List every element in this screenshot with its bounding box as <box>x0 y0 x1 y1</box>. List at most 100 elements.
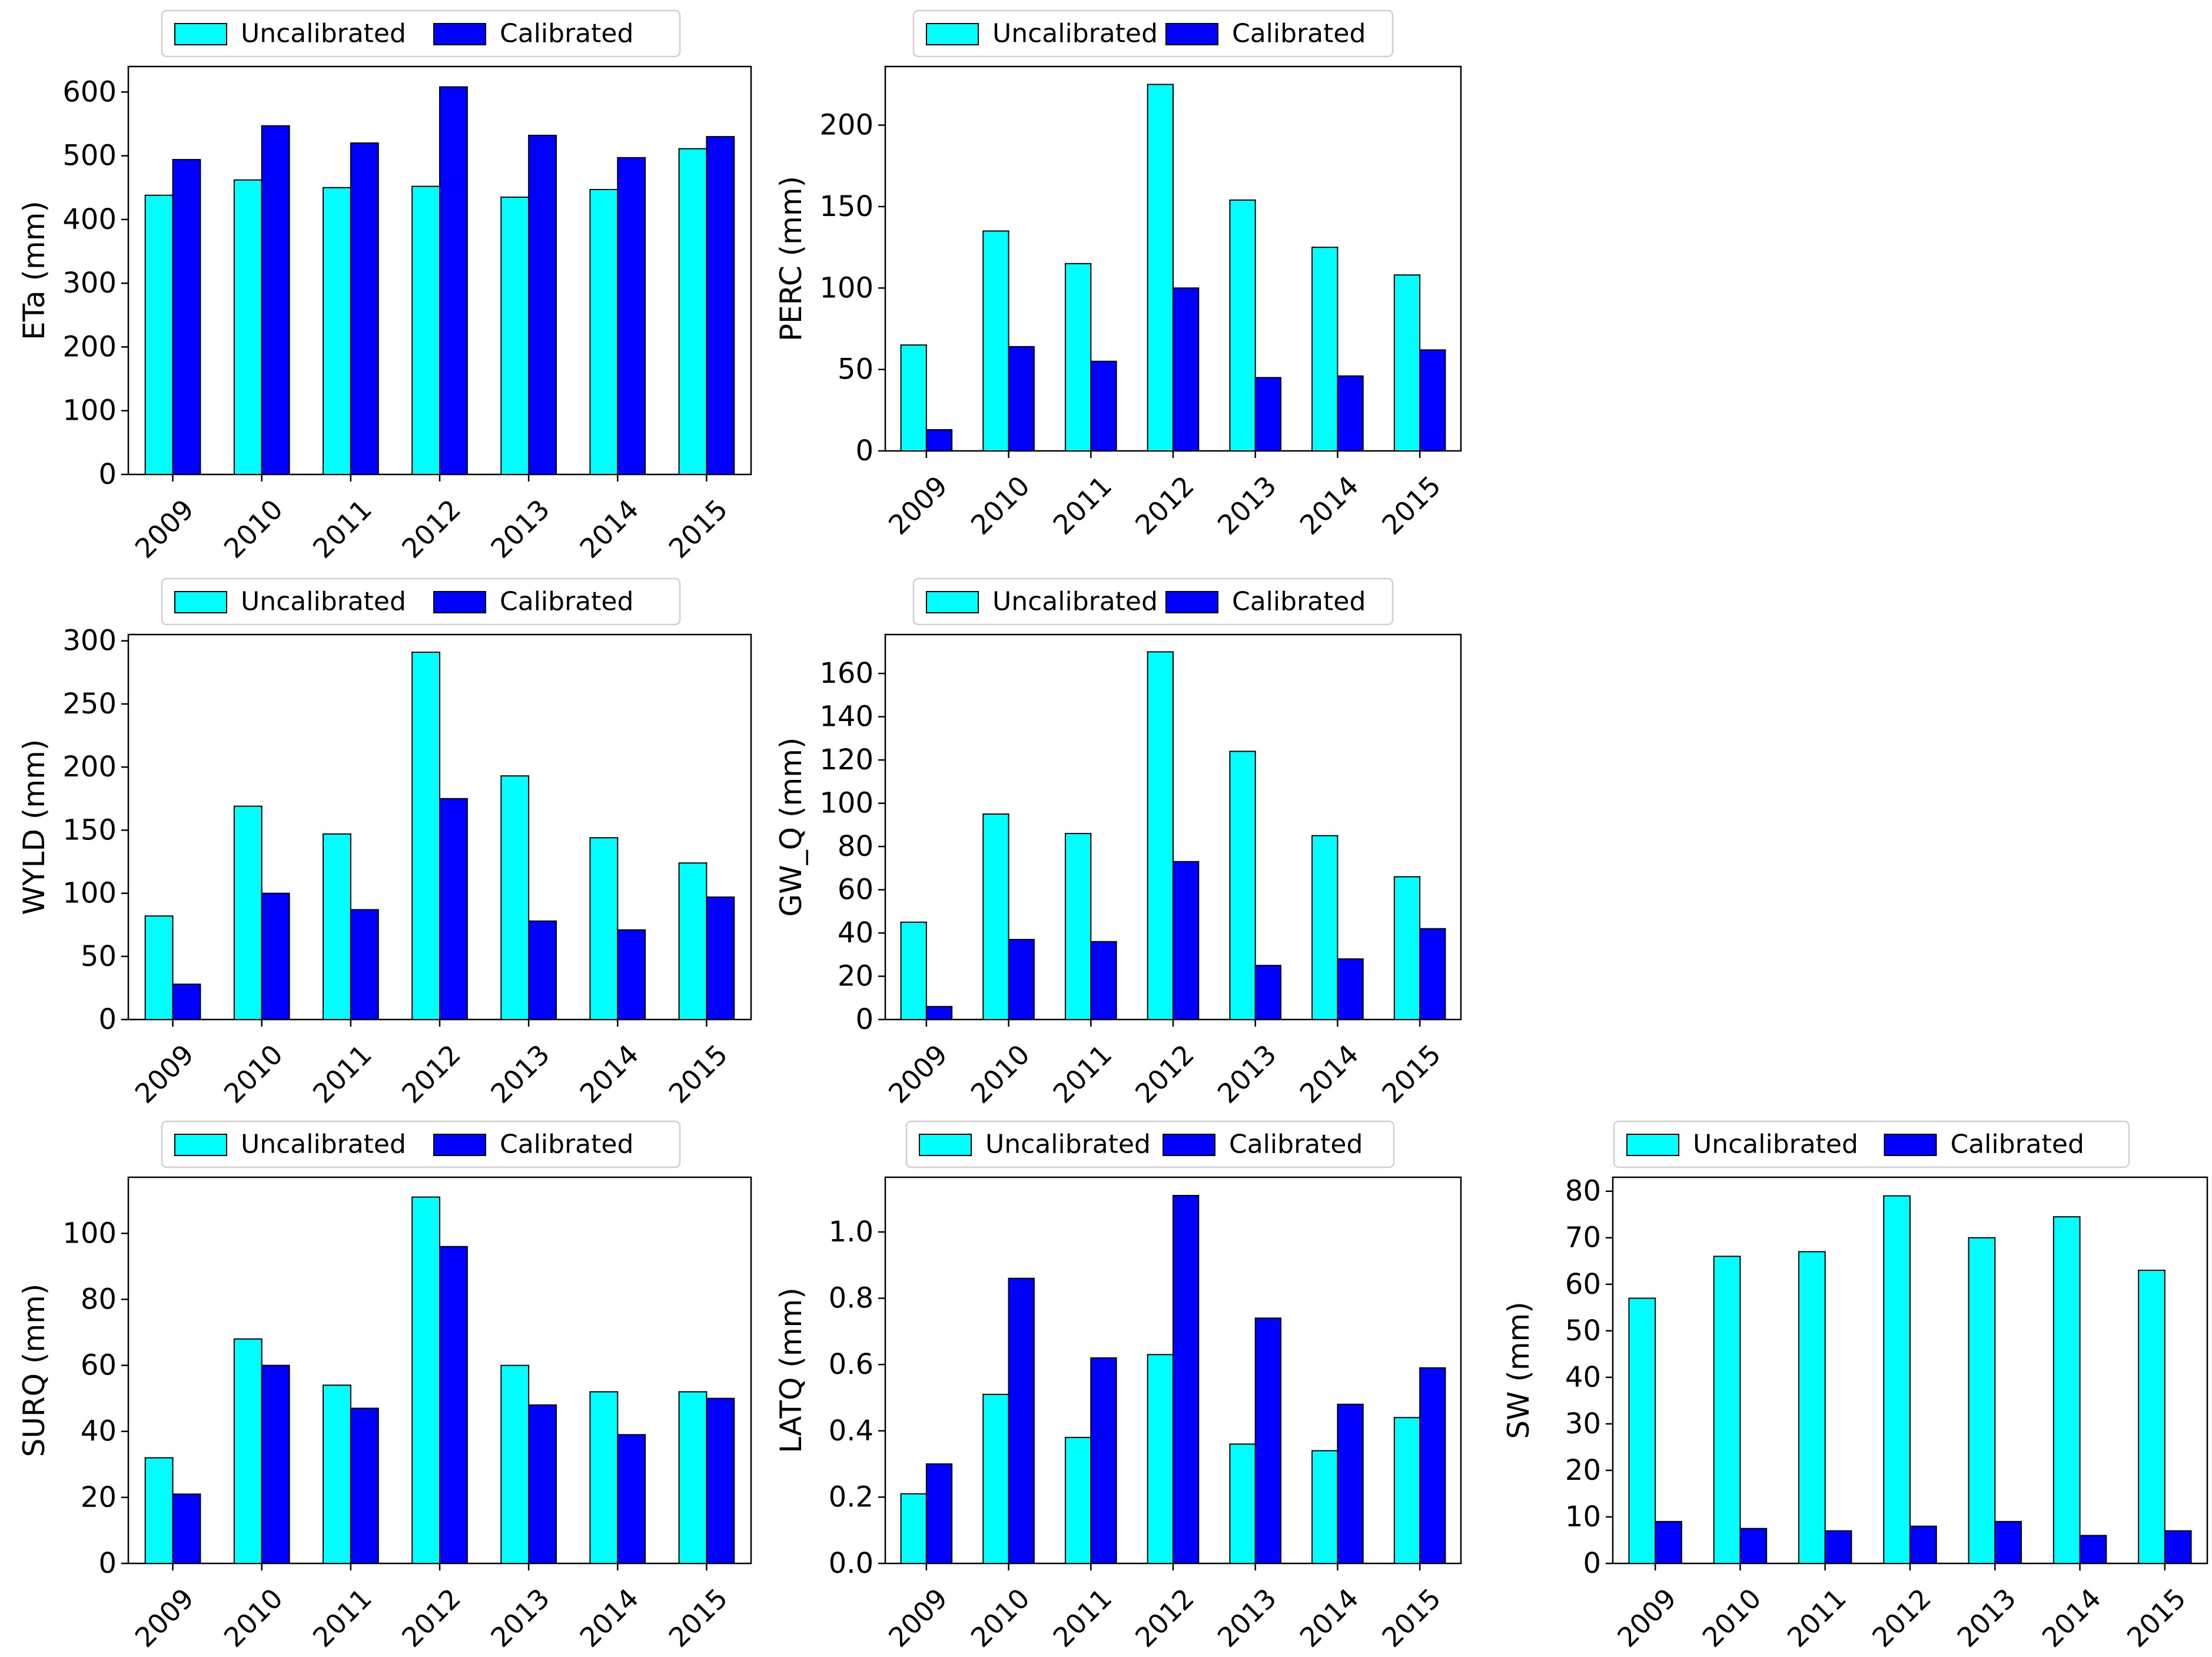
bar-uncalibrated-2012 <box>1147 651 1174 1021</box>
y-tick-label: 140 <box>819 700 873 733</box>
legend-label-uncalibrated: Uncalibrated <box>992 587 1158 617</box>
bar-calibrated-2011 <box>1090 360 1117 452</box>
legend-swatch-calibrated <box>1163 1134 1215 1156</box>
legend-swatch-calibrated <box>1165 23 1218 45</box>
y-tick-label: 600 <box>62 75 117 108</box>
legend-label-calibrated: Calibrated <box>500 1130 633 1160</box>
bar-calibrated-2013 <box>528 1404 557 1565</box>
legend-swatch-calibrated <box>433 23 486 45</box>
bar-uncalibrated-2013 <box>500 196 530 475</box>
bar-calibrated-2013 <box>1254 377 1282 452</box>
bar-calibrated-2010 <box>1008 346 1035 452</box>
y-axis-label: WYLD (mm) <box>17 739 51 915</box>
bar-calibrated-2009 <box>925 429 953 452</box>
y-tick-label: 50 <box>838 353 873 386</box>
y-tick-label: 20 <box>838 960 873 993</box>
bar-uncalibrated-2009 <box>144 915 174 1021</box>
bar-uncalibrated-2015 <box>2138 1270 2165 1564</box>
legend-box <box>161 1120 681 1168</box>
y-tick-label: 0 <box>1583 1547 1601 1580</box>
bar-uncalibrated-2009 <box>900 1493 927 1564</box>
bar-calibrated-2011 <box>1090 941 1117 1021</box>
bar-uncalibrated-2011 <box>1064 833 1092 1020</box>
y-tick-label: 200 <box>62 330 117 363</box>
legend-box <box>912 577 1394 626</box>
y-tick-label: 200 <box>62 751 117 783</box>
y-tick-label: 60 <box>1565 1268 1601 1301</box>
bar-calibrated-2015 <box>2164 1530 2192 1565</box>
legend-swatch-uncalibrated <box>174 1134 227 1156</box>
y-tick-label: 1.0 <box>829 1216 873 1248</box>
y-tick-label: 100 <box>62 1217 117 1250</box>
legend-label-uncalibrated: Uncalibrated <box>241 19 406 49</box>
y-axis-label: SURQ (mm) <box>17 1284 51 1457</box>
bar-uncalibrated-2010 <box>233 1338 263 1565</box>
y-tick-label: 0.4 <box>829 1414 873 1447</box>
y-tick-label: 120 <box>819 743 873 776</box>
y-tick-label: 400 <box>62 203 117 236</box>
y-tick-label: 150 <box>62 813 117 846</box>
bar-calibrated-2012 <box>439 86 468 475</box>
bar-uncalibrated-2015 <box>1393 274 1421 451</box>
bar-uncalibrated-2013 <box>500 1364 530 1565</box>
bar-uncalibrated-2010 <box>1713 1256 1741 1564</box>
y-tick-label: 300 <box>62 267 117 300</box>
chart-eta: 2009 2010 2011 2012 2013 2014 2015010020030040… <box>17 9 752 564</box>
bar-calibrated-2015 <box>706 136 735 475</box>
legend-box <box>905 1120 1395 1168</box>
bar-calibrated-2012 <box>1173 861 1200 1020</box>
bar-calibrated-2010 <box>1739 1528 1768 1565</box>
legend: Uncalibrated Calibrated <box>912 577 1394 626</box>
legend-label-uncalibrated: Uncalibrated <box>1693 1130 1858 1160</box>
bar-calibrated-2012 <box>439 1246 468 1565</box>
legend-label-uncalibrated: Uncalibrated <box>992 19 1158 49</box>
bar-calibrated-2010 <box>1008 939 1035 1020</box>
y-tick-label: 0.6 <box>829 1348 873 1381</box>
y-tick-label: 50 <box>1565 1314 1601 1347</box>
legend: Uncalibrated Calibrated <box>161 1120 681 1168</box>
chart-gw_q: 2009 2010 2011 2012 2013 2014 2015020406080100… <box>774 577 1462 1110</box>
bar-calibrated-2015 <box>706 1397 735 1565</box>
bar-calibrated-2009 <box>172 983 201 1021</box>
bar-calibrated-2010 <box>261 125 290 476</box>
bar-uncalibrated-2015 <box>678 148 708 476</box>
legend-label-calibrated: Calibrated <box>1232 19 1366 49</box>
legend-label-uncalibrated: Uncalibrated <box>241 1130 406 1160</box>
bar-uncalibrated-2013 <box>1229 199 1256 451</box>
legend-swatch-calibrated <box>433 1134 486 1156</box>
bar-calibrated-2011 <box>350 909 379 1021</box>
y-axis-label: LATQ (mm) <box>774 1287 808 1453</box>
legend-label-calibrated: Calibrated <box>500 587 633 617</box>
legend-swatch-uncalibrated <box>926 23 979 45</box>
y-tick-label: 100 <box>819 271 873 304</box>
legend: Uncalibrated Calibrated <box>161 577 681 626</box>
y-tick-label: 80 <box>81 1283 117 1316</box>
bar-calibrated-2011 <box>1090 1357 1117 1564</box>
bar-uncalibrated-2009 <box>144 194 174 475</box>
bar-uncalibrated-2015 <box>1393 1417 1421 1564</box>
bar-uncalibrated-2015 <box>678 862 708 1020</box>
y-tick-label: 150 <box>819 190 873 223</box>
bar-uncalibrated-2013 <box>1229 1443 1256 1565</box>
y-tick-label: 80 <box>1565 1175 1601 1208</box>
legend-swatch-calibrated <box>433 591 486 613</box>
bar-uncalibrated-2015 <box>678 1391 708 1564</box>
y-tick-label: 200 <box>819 109 873 142</box>
y-tick-label: 40 <box>81 1415 117 1448</box>
bar-calibrated-2012 <box>1909 1525 1937 1564</box>
bar-calibrated-2014 <box>1337 958 1364 1020</box>
chart-surq: 2009 2010 2011 2012 2013 2014 2015020406080100… <box>17 1120 752 1653</box>
bar-calibrated-2009 <box>172 159 201 475</box>
y-tick-label: 0 <box>855 434 873 467</box>
chart-wyld: 2009 2010 2011 2012 2013 2014 2015050100150200… <box>17 577 752 1110</box>
bar-uncalibrated-2012 <box>1147 1354 1174 1564</box>
bar-calibrated-2012 <box>439 798 468 1021</box>
legend: Uncalibrated Calibrated <box>905 1120 1395 1168</box>
bar-calibrated-2015 <box>1419 349 1446 451</box>
y-tick-label: 40 <box>838 917 873 949</box>
y-tick-label: 60 <box>838 874 873 906</box>
y-tick-label: 0.0 <box>829 1547 873 1580</box>
bar-calibrated-2014 <box>1337 375 1364 451</box>
legend-box <box>912 9 1394 58</box>
bar-calibrated-2009 <box>925 1005 953 1021</box>
